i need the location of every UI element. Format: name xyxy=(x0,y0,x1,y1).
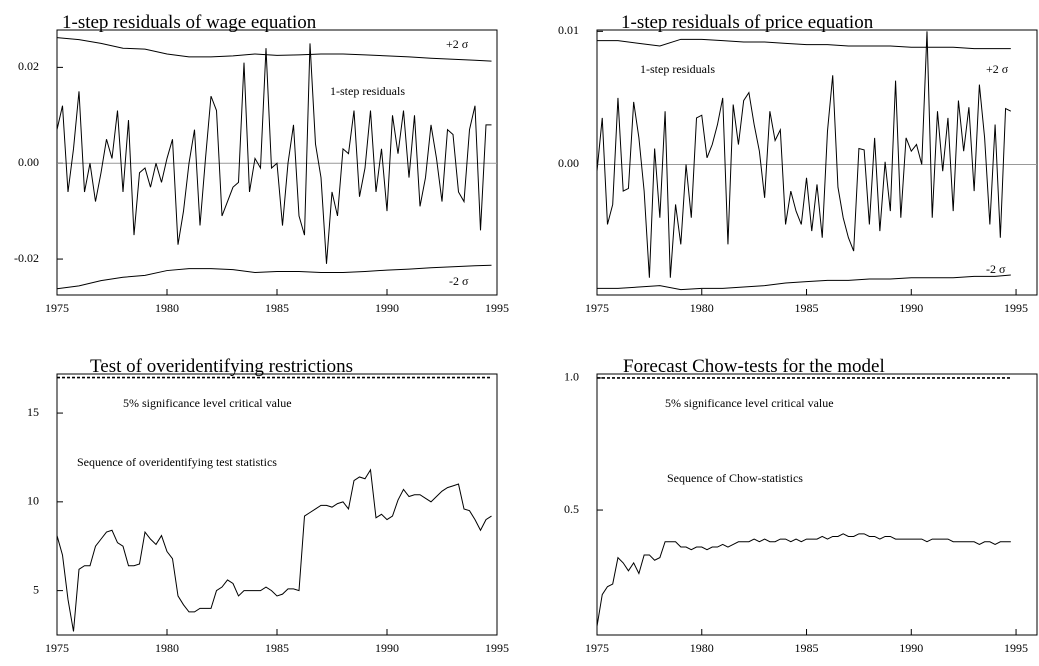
x-tick-label: 1975 xyxy=(585,641,609,655)
series-line xyxy=(597,274,1011,291)
x-tick-label: 1980 xyxy=(155,301,179,315)
x-tick-label: 1980 xyxy=(155,641,179,655)
chart-title: Forecast Chow-tests for the model xyxy=(623,356,885,377)
x-tick-label: 1985 xyxy=(265,641,289,655)
x-tick-label: 1990 xyxy=(375,641,399,655)
series-label: -2 σ xyxy=(986,262,1006,276)
y-tick-label: 0.5 xyxy=(564,502,579,516)
x-tick-label: 1980 xyxy=(690,641,714,655)
x-tick-label: 1985 xyxy=(265,301,289,315)
x-tick-label: 1990 xyxy=(899,641,923,655)
series-line xyxy=(56,468,492,632)
x-tick-label: 1995 xyxy=(1004,301,1028,315)
x-tick-label: 1975 xyxy=(45,641,69,655)
x-tick-label: 1995 xyxy=(485,301,509,315)
x-tick-label: 1985 xyxy=(795,301,819,315)
y-tick-label: 0.01 xyxy=(558,23,579,37)
x-tick-label: 1975 xyxy=(45,301,69,315)
series-label: +2 σ xyxy=(446,37,469,51)
series-label: +2 σ xyxy=(986,62,1009,76)
series-label: 1-step residuals xyxy=(640,62,715,76)
x-tick-label: 1985 xyxy=(795,641,819,655)
series-label: 5% significance level critical value xyxy=(123,396,292,410)
y-tick-label: 0.00 xyxy=(18,155,39,169)
series-line xyxy=(597,38,1011,50)
series-line xyxy=(596,533,1011,627)
series-line xyxy=(56,43,492,264)
y-tick-label: 1.0 xyxy=(564,370,579,384)
plot-frame xyxy=(596,29,1038,296)
x-tick-label: 1995 xyxy=(1004,641,1028,655)
series-label: Sequence of overidentifying test statist… xyxy=(77,455,277,469)
x-tick-label: 1995 xyxy=(485,641,509,655)
series-line xyxy=(56,264,492,290)
plot-frame xyxy=(56,29,498,296)
y-tick-label: 5 xyxy=(33,582,39,596)
y-tick-label: 0.00 xyxy=(558,156,579,170)
y-tick-label: -0.02 xyxy=(14,251,39,265)
chart-title: Test of overidentifying restrictions xyxy=(90,356,353,377)
x-tick-label: 1990 xyxy=(899,301,923,315)
x-tick-label: 1990 xyxy=(375,301,399,315)
series-line xyxy=(56,37,492,62)
series-label: -2 σ xyxy=(449,274,469,288)
y-tick-label: 0.02 xyxy=(18,59,39,73)
series-label: 1-step residuals xyxy=(330,84,405,98)
series-line xyxy=(596,31,1012,278)
chart-title: 1-step residuals of wage equation xyxy=(62,12,317,33)
x-tick-label: 1975 xyxy=(585,301,609,315)
plot-frame xyxy=(596,373,1038,636)
chart-title: 1-step residuals of price equation xyxy=(621,12,874,33)
y-tick-label: 10 xyxy=(27,494,39,508)
x-tick-label: 1980 xyxy=(690,301,714,315)
series-label: Sequence of Chow-statistics xyxy=(667,471,803,485)
series-label: 5% significance level critical value xyxy=(665,396,834,410)
y-tick-label: 15 xyxy=(27,405,39,419)
